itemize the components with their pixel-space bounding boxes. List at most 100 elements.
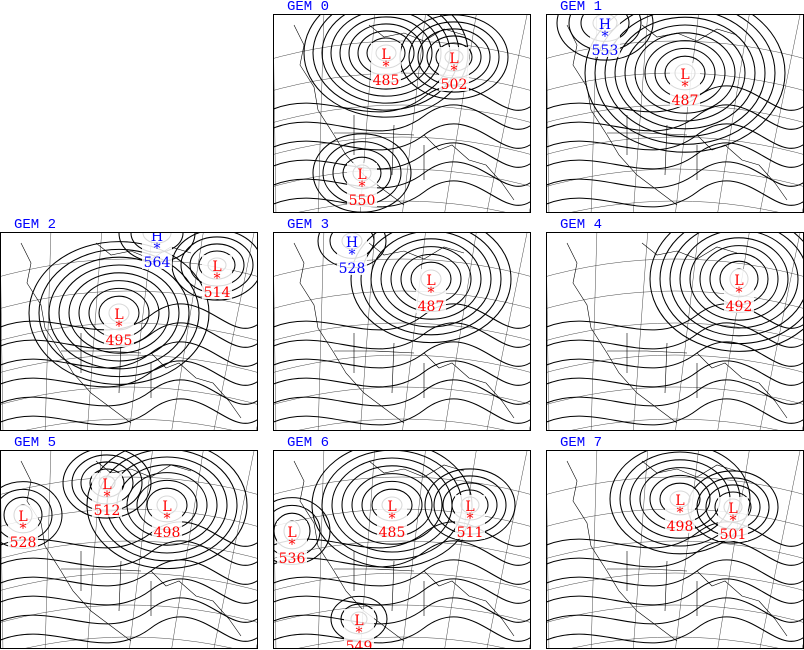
center-marker-icon: * — [730, 513, 737, 529]
center-letter: H — [151, 232, 163, 245]
coastline — [293, 242, 515, 424]
center-value: 495 — [106, 333, 133, 349]
high-pressure-center: H*553 — [590, 15, 620, 59]
center-value: 498 — [154, 525, 181, 541]
center-value: 485 — [379, 525, 406, 541]
center-letter: L — [734, 273, 743, 289]
center-marker-icon: * — [383, 59, 390, 75]
center-letter: H — [599, 17, 611, 33]
geopotential-contours — [274, 451, 530, 644]
center-letter: H — [346, 235, 358, 251]
panel-title: GEM 2 — [14, 217, 57, 233]
center-letter: L — [675, 493, 684, 509]
low-pressure-center: L*536 — [277, 521, 307, 567]
panel-title: GEM 4 — [560, 217, 603, 233]
center-marker-icon: * — [428, 285, 435, 301]
center-letter: L — [357, 167, 366, 183]
geopotential-contours — [547, 233, 803, 426]
low-pressure-center: L*487 — [416, 269, 446, 315]
center-value: 550 — [349, 193, 376, 209]
center-marker-icon: * — [20, 521, 27, 537]
center-letter: L — [465, 499, 474, 515]
center-value: 487 — [418, 299, 445, 315]
coastline — [293, 24, 515, 206]
panel-title: GEM 3 — [287, 217, 330, 233]
low-pressure-center: L*511 — [455, 495, 485, 541]
latlon-grid — [1, 451, 257, 648]
low-pressure-center: L*495 — [104, 303, 134, 349]
center-value: 492 — [726, 299, 753, 315]
center-marker-icon: * — [602, 29, 609, 45]
center-letter: L — [728, 501, 737, 517]
low-pressure-center: L*549 — [344, 609, 374, 649]
center-letter: L — [354, 613, 363, 629]
low-pressure-center: L*501 — [718, 497, 748, 543]
center-marker-icon: * — [104, 489, 111, 505]
center-letter: L — [18, 509, 27, 525]
low-pressure-center: L*485 — [377, 495, 407, 541]
center-marker-icon: * — [451, 63, 458, 79]
center-marker-icon: * — [164, 511, 171, 527]
center-value: 512 — [94, 503, 121, 519]
center-letter: L — [387, 499, 396, 515]
geopotential-contours — [1, 451, 257, 644]
center-marker-icon: * — [467, 511, 474, 527]
center-value: 549 — [346, 639, 373, 649]
center-marker-icon: * — [682, 79, 689, 95]
center-marker-icon: * — [154, 241, 161, 257]
center-marker-icon: * — [677, 505, 684, 521]
center-value: 564 — [144, 255, 171, 271]
latlon-grid — [547, 15, 803, 212]
center-letter: L — [212, 259, 221, 275]
coastline — [566, 24, 788, 206]
geopotential-contours — [274, 233, 530, 426]
low-pressure-center: L*487 — [670, 63, 700, 109]
coastline — [20, 460, 242, 642]
center-value: 528 — [10, 535, 37, 551]
geopotential-contours — [547, 451, 803, 644]
panel-title: GEM 5 — [14, 435, 57, 451]
center-marker-icon: * — [356, 625, 363, 641]
high-pressure-center: H*564 — [142, 232, 172, 271]
center-value: 514 — [204, 285, 231, 301]
low-pressure-center: L*485 — [371, 43, 401, 89]
center-letter: L — [287, 525, 296, 541]
center-value: 502 — [441, 77, 468, 93]
center-value: 536 — [279, 551, 306, 567]
low-pressure-center: L*550 — [347, 163, 377, 209]
center-letter: L — [449, 51, 458, 67]
low-pressure-center: L*514 — [202, 255, 232, 301]
center-letter: L — [426, 273, 435, 289]
low-pressure-center: L*498 — [665, 489, 695, 535]
center-value: 487 — [672, 93, 699, 109]
latlon-grid — [274, 233, 530, 430]
height-contour-map: L*492 — [546, 232, 804, 431]
latlon-grid — [547, 451, 803, 648]
low-pressure-center: L*492 — [724, 269, 754, 315]
center-letter: L — [381, 47, 390, 63]
center-marker-icon: * — [349, 247, 356, 263]
center-value: 528 — [339, 261, 366, 277]
center-letter: L — [162, 499, 171, 515]
center-letter: L — [102, 477, 111, 493]
panel-title: GEM 1 — [560, 0, 603, 15]
center-marker-icon: * — [116, 319, 123, 335]
low-pressure-center: L*498 — [152, 495, 182, 541]
center-marker-icon: * — [736, 285, 743, 301]
panel-title: GEM 0 — [287, 0, 330, 15]
center-value: 553 — [592, 43, 619, 59]
panel-title: GEM 6 — [287, 435, 330, 451]
latlon-grid — [547, 233, 803, 430]
center-marker-icon: * — [289, 537, 296, 553]
high-pressure-center: H*528 — [337, 233, 367, 277]
geopotential-contours — [547, 15, 803, 208]
center-marker-icon: * — [214, 271, 221, 287]
center-letter: L — [114, 307, 123, 323]
geopotential-contours — [274, 15, 530, 212]
